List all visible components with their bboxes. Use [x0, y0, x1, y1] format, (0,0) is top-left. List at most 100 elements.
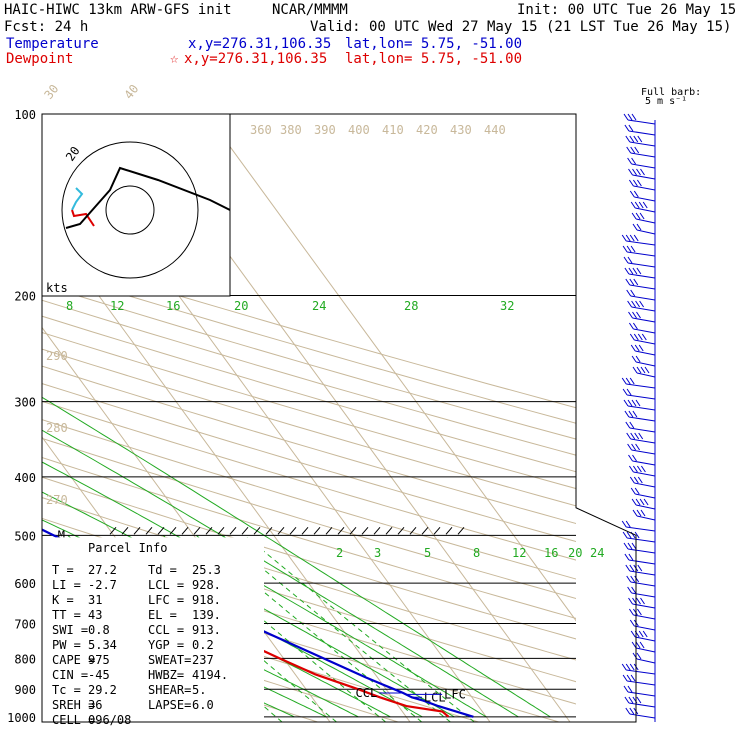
- plot-frame: [41, 113, 637, 723]
- wind-barb: [628, 130, 656, 136]
- wind-barb-flag: [629, 564, 635, 572]
- wind-barb-flag: [623, 256, 629, 264]
- wind-barb-flag: [625, 564, 631, 572]
- dry-adiabat-line: [42, 253, 576, 409]
- parcel-info-cell: 975: [88, 653, 110, 667]
- wind-barb-flag: [627, 300, 633, 308]
- theta-label: 410: [382, 123, 404, 137]
- wind-barb-flag: [634, 146, 640, 154]
- pressure-tick-label: 200: [14, 289, 36, 303]
- parcel-info-cell: 29.2: [88, 683, 117, 697]
- wind-barb-flag: [627, 586, 633, 594]
- mixing-ratio-label: 16: [544, 546, 558, 560]
- dry-adiabat-line: [42, 299, 576, 456]
- cloud-hatch: [373, 527, 381, 535]
- wind-barb: [628, 559, 656, 565]
- wind-barb: [629, 141, 656, 147]
- isotherm-line: [0, 114, 10, 722]
- wind-barb-flag: [628, 179, 634, 187]
- cloud-hatch: [205, 527, 213, 535]
- annotation-label: M: [58, 528, 65, 542]
- hodograph-box: [41, 113, 231, 297]
- wind-barb-flag: [628, 168, 633, 176]
- wind-barb-flag: [642, 201, 648, 209]
- pressure-tick-label: 400: [14, 471, 36, 485]
- hodograph-units: kts: [46, 281, 68, 295]
- wind-barb: [627, 537, 656, 543]
- wind-barb-flag: [622, 531, 628, 539]
- wind-barb: [631, 449, 656, 455]
- wind-barb: [636, 658, 656, 664]
- pressure-tick-label: 100: [14, 108, 36, 122]
- wind-barb: [626, 383, 656, 389]
- wind-barb-flag: [629, 234, 635, 242]
- wind-barb-flag: [643, 498, 649, 506]
- parcel-info-cell: LAPSE=: [148, 698, 191, 712]
- pressure-tick-label: 700: [14, 617, 36, 631]
- wind-barb: [634, 482, 656, 488]
- wind-barb: [629, 427, 656, 433]
- wind-barb-flag: [636, 168, 641, 176]
- wind-barb-flag: [635, 399, 641, 407]
- wind-barb-flag: [629, 421, 635, 429]
- wind-barb-flag: [630, 630, 636, 638]
- org-label: NCAR/MMMM: [272, 2, 348, 18]
- wind-barb-flag: [633, 278, 639, 286]
- parcel-info-cell: 36: [88, 698, 102, 712]
- dry-adiabat-line: [42, 315, 576, 473]
- parcel-info-cell: SWEAT=: [148, 653, 191, 667]
- parcel-info-cell: CAPE =: [52, 653, 95, 667]
- parcel-info-cell: Tc =: [52, 683, 81, 697]
- wind-barb-flag: [629, 619, 635, 627]
- cloud-hatch: [241, 527, 249, 535]
- dry-adiabat-line: [42, 332, 576, 490]
- wind-barb-flag: [636, 465, 642, 473]
- parcel-info-cell: SHEAR=: [148, 683, 191, 697]
- parcel-info-cell: CELL =: [52, 713, 95, 727]
- wind-barb-flag: [629, 190, 635, 198]
- wind-barb-flag: [634, 432, 640, 440]
- isotherm-label: 30: [41, 82, 61, 102]
- wind-barb: [635, 647, 656, 653]
- parcel-info-cell: SWI =: [52, 623, 88, 637]
- wind-barb: [631, 163, 656, 169]
- parcel-info-cell: LCL =: [148, 578, 184, 592]
- wind-barb-flag: [625, 234, 631, 242]
- wind-barb: [634, 339, 656, 345]
- legend-temperature-xy: x,y=276.31,106.35: [188, 36, 331, 52]
- wind-barb-flag: [626, 432, 632, 440]
- parcel-info-cell: Td =: [148, 563, 177, 577]
- parcel-info-cell: 31: [88, 593, 102, 607]
- wind-barb-flag: [628, 696, 634, 704]
- parcel-info-cell: 928.: [192, 578, 221, 592]
- wind-barb: [626, 526, 656, 532]
- wind-barb-flag: [637, 333, 643, 341]
- wind-barb-flag: [640, 597, 645, 605]
- pressure-tick-label: 500: [14, 529, 36, 543]
- wind-barb-flag: [631, 300, 637, 308]
- wind-barb: [635, 636, 656, 642]
- wind-barb-flag: [631, 399, 637, 407]
- dewpoint-profile-line: [42, 587, 450, 718]
- wind-barb: [630, 152, 656, 158]
- wind-barb: [632, 460, 656, 466]
- wind-barb-flag: [626, 531, 632, 539]
- wind-barb-flag: [628, 608, 634, 616]
- wind-barb: [635, 218, 656, 224]
- wind-barb: [627, 119, 656, 125]
- cloud-hatch: [409, 527, 417, 535]
- mixing-ratio-label: 20: [234, 299, 248, 313]
- cloud-hatch: [445, 527, 453, 535]
- wind-barb: [629, 570, 656, 576]
- wind-barb-flag: [632, 168, 637, 176]
- legend-dewpoint: Dewpoint: [6, 51, 73, 67]
- isotherm-label: 40: [121, 82, 141, 102]
- wind-barb: [627, 680, 656, 686]
- mixing-ratio-label: 24: [312, 299, 326, 313]
- parcel-info-cell: YGP =: [148, 638, 184, 652]
- theta-label: 440: [484, 123, 506, 137]
- wind-barb-flag: [633, 234, 639, 242]
- wind-barb-flag: [634, 487, 640, 495]
- parcel-info-cell: 27.2: [88, 563, 117, 577]
- parcel-info-cell: CCL =: [148, 623, 184, 637]
